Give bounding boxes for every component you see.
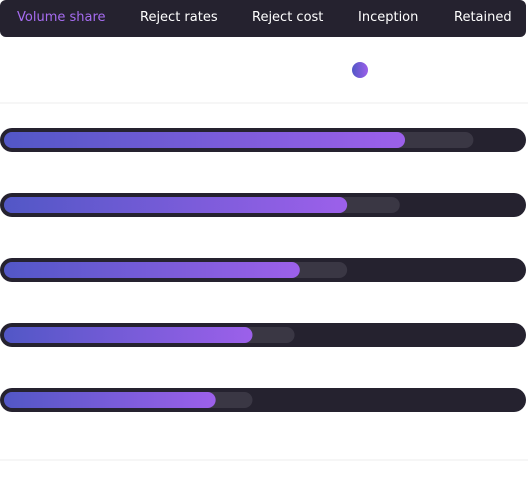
bar-track xyxy=(0,388,526,412)
bar-secondary xyxy=(4,132,474,148)
tab-bar: Volume share Reject rates Reject cost In… xyxy=(0,0,526,37)
bar-secondary xyxy=(4,327,295,343)
tab[interactable]: Reject cost xyxy=(252,10,324,25)
tab[interactable]: Volume share xyxy=(17,10,106,25)
bar-fill xyxy=(4,392,216,408)
bar-secondary xyxy=(4,262,348,278)
tab[interactable]: Reject rates xyxy=(140,10,218,25)
bar-track xyxy=(0,258,526,282)
bar-fill xyxy=(4,262,300,278)
bar-fill xyxy=(4,132,406,148)
tab[interactable]: Retained xyxy=(454,10,512,25)
bar-fill xyxy=(4,197,348,213)
bar-secondary xyxy=(4,197,400,213)
bar-track xyxy=(0,128,526,152)
bar-fill xyxy=(4,327,253,343)
legend-dot xyxy=(352,62,368,78)
bar-track xyxy=(0,323,526,347)
bar-secondary xyxy=(4,392,253,408)
tab[interactable]: Inception xyxy=(358,10,419,25)
bar-track xyxy=(0,193,526,217)
